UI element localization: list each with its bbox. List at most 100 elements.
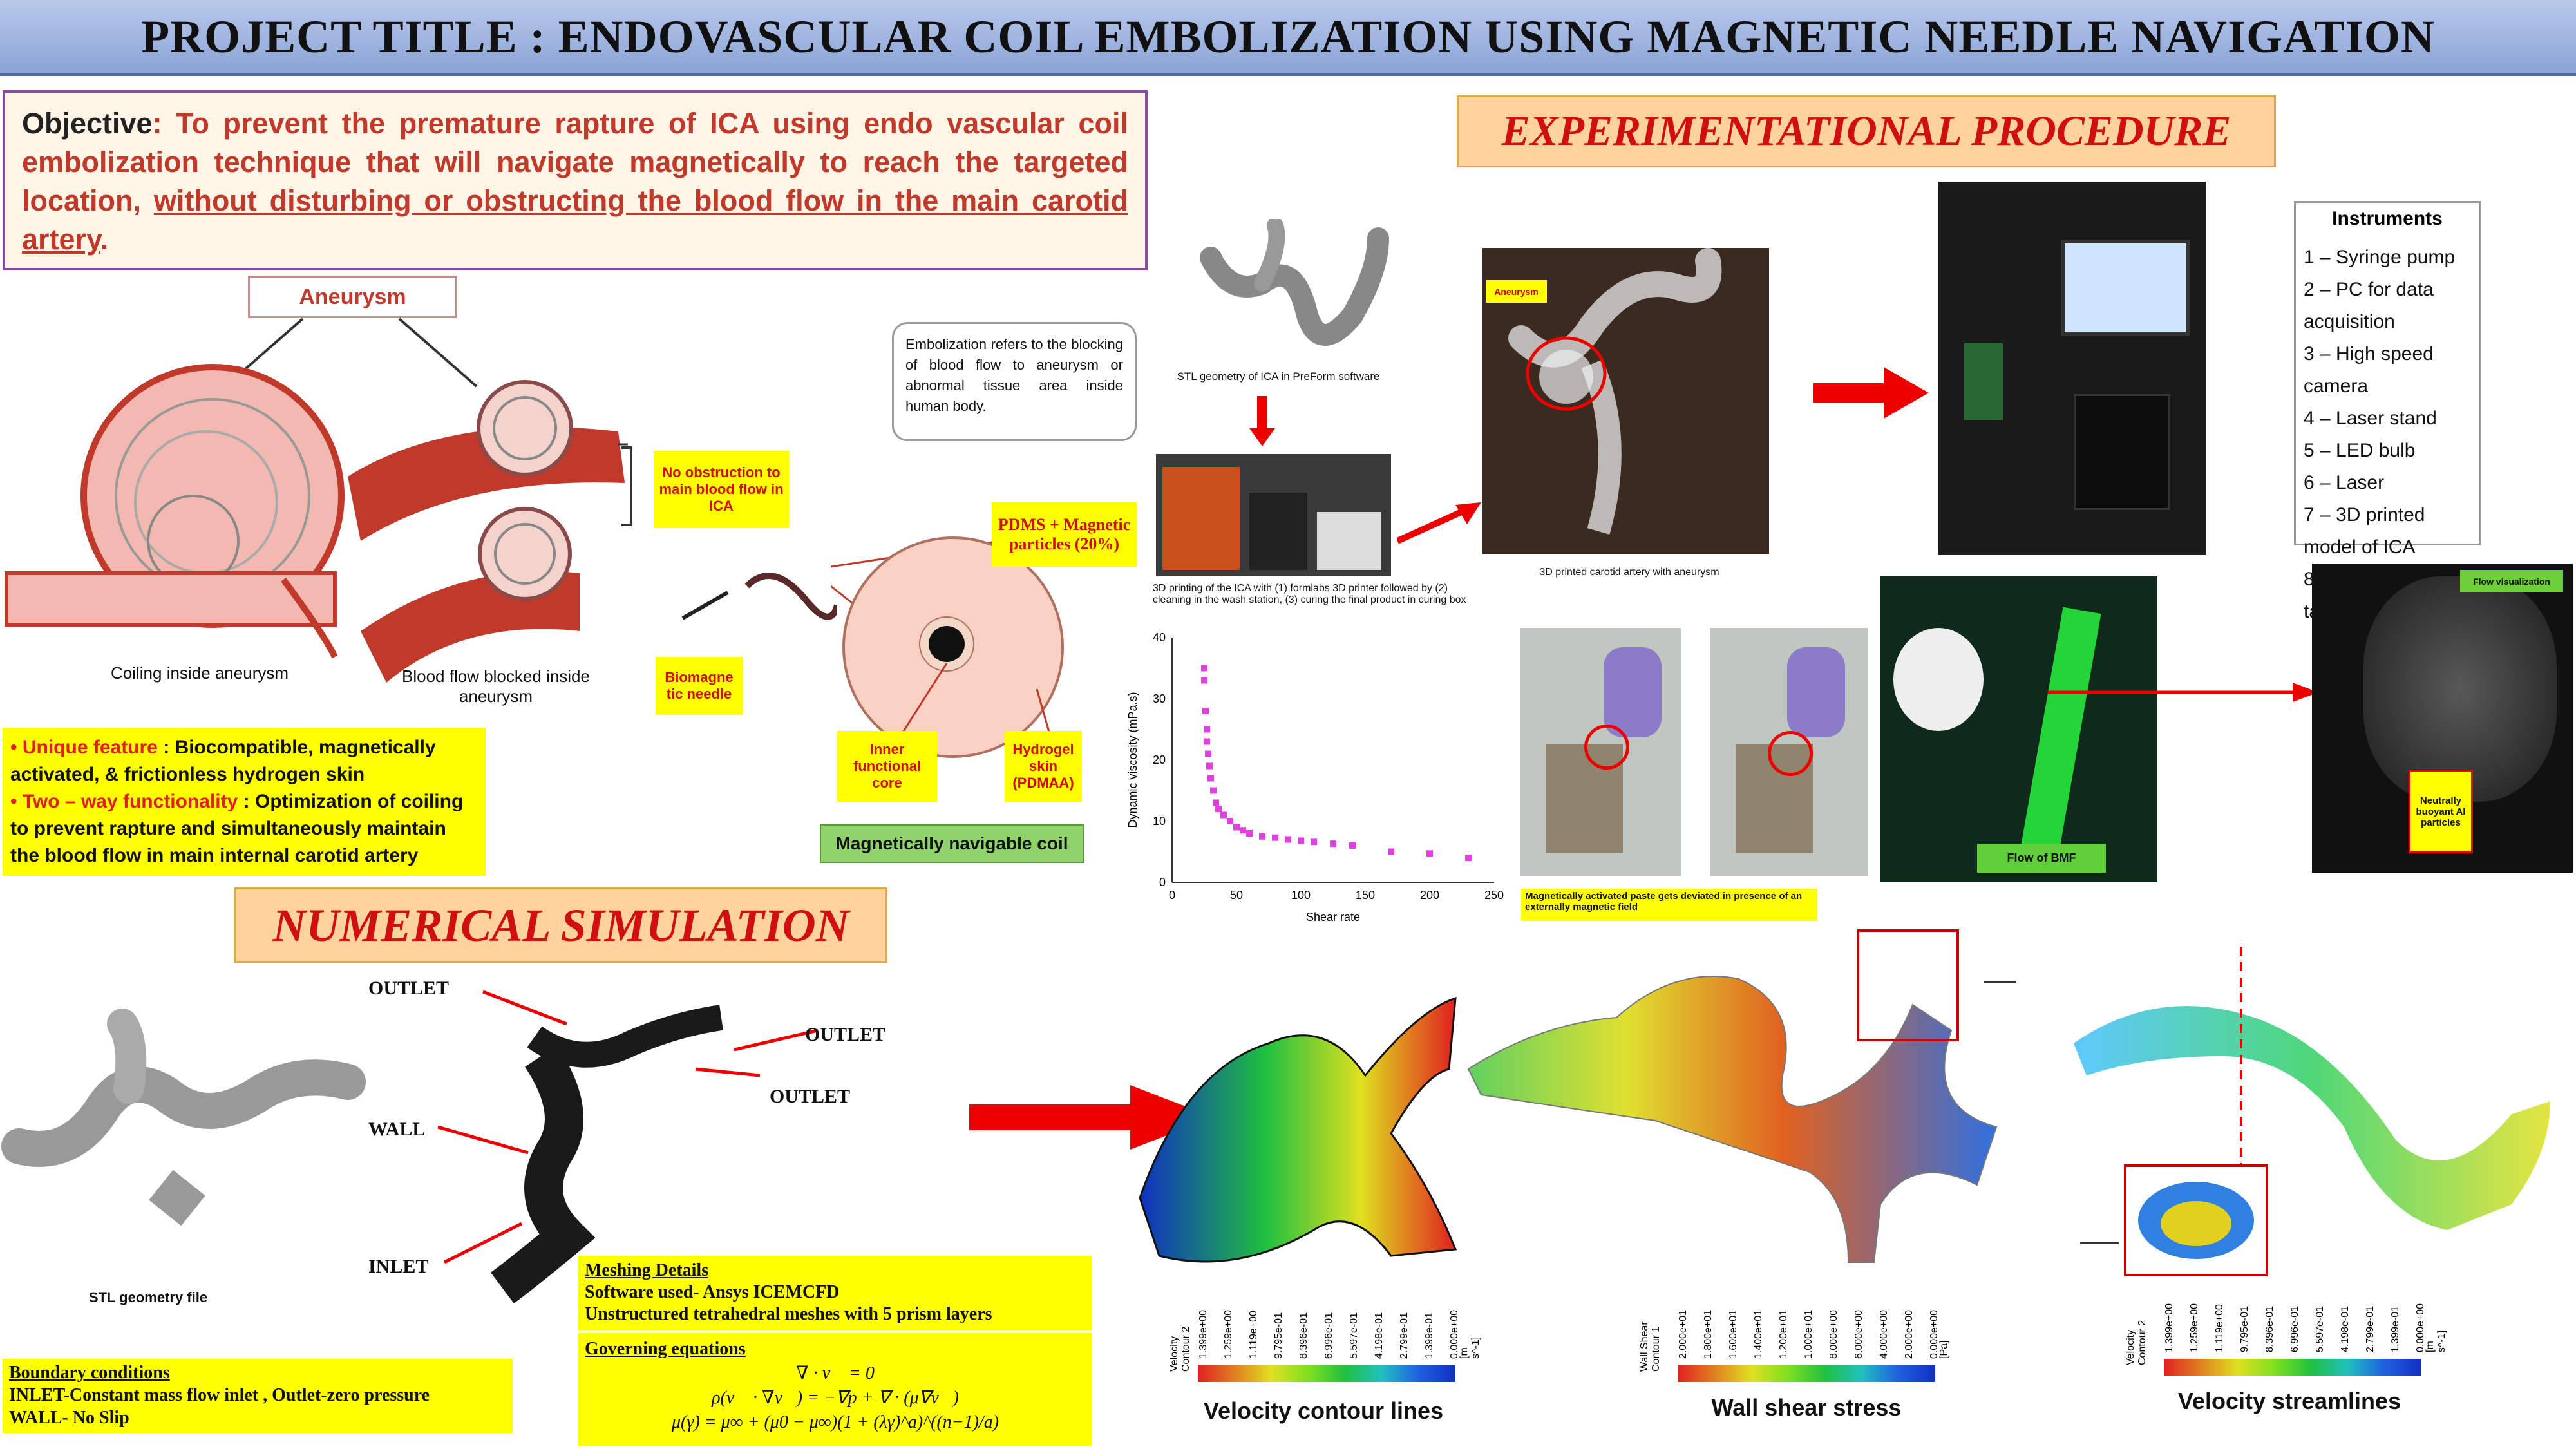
colorbar-tick: 1.800e+01 [1703,1309,1714,1359]
aneurysm-title: Aneurysm [248,276,457,318]
colorbar-tick: 6.996e-01 [1323,1312,1334,1359]
inner-core-label: Inner functional core [837,731,937,802]
colorbar-tick: 1.400e+01 [1753,1309,1764,1359]
flow-visualization-photo: Flow visualization Neutrally buoyant Al … [2312,564,2573,873]
velocity-streamlines-image [2074,947,2550,1276]
data-point [1205,750,1211,757]
colorbar-tick: 4.000e+00 [1879,1309,1889,1359]
x-tick-label: 100 [1291,889,1311,902]
x-tick-label: 250 [1484,889,1504,902]
colorbar-tick: 6.000e+00 [1853,1309,1864,1359]
inlet-label: INLET [368,1256,429,1277]
instrument-item: 2 – PC for data acquisition [2304,279,2434,332]
instrument-item: 3 – High speed camera [2304,343,2434,397]
colorbar-tick: 8.396e-01 [2264,1305,2275,1352]
colorbar-tick: 1.200e+01 [1778,1309,1789,1359]
equation-viscosity: μ(γ̇) = μ∞ + (μ0 − μ∞)(1 + (λγ̇)^a)^((n−… [671,1412,999,1432]
data-point [1204,726,1210,733]
data-point [1259,833,1265,840]
colorbar-tick: 4.198e-01 [1374,1312,1385,1359]
flow-visualization-label: Flow visualization [2460,570,2563,592]
data-point [1206,762,1213,770]
printed-caption: 3D printed carotid artery with aneurysm [1539,567,1719,578]
streamlines-caption: Velocity streamlines [2177,1388,2401,1414]
pdms-label: PDMS + Magnetic particles (20%) [992,502,1137,567]
stl-file-caption: STL geometry file [88,1289,208,1305]
colorbar-tick: 4.198e-01 [2340,1305,2351,1352]
unique-feature-label: • Unique feature [10,737,158,758]
y-axis-label: Dynamic viscosity (mPa.s) [1126,692,1139,828]
velocity-unit: [m s^-1] [1459,1336,1481,1359]
colorbar-tick: 8.000e+00 [1828,1309,1839,1359]
y-tick-label: 20 [1153,753,1166,766]
data-point [1240,827,1246,834]
x-axis-label: Shear rate [1306,911,1360,923]
data-point [1210,787,1217,794]
setup-photo [1938,182,2206,555]
paste-photo-1 [1520,628,1681,876]
colorbar-tick: 5.597e-01 [1349,1312,1359,1359]
colorbar-tick: 1.399e-01 [2390,1305,2401,1352]
colorbar-tick: 1.399e+00 [1198,1309,1209,1359]
objective-box: Objective: To prevent the premature rapt… [3,90,1148,270]
velocity-colorbar: Velocity Contour 2 1.399e+00 1.259e+00 1.1… [1159,1288,1494,1391]
printing-caption: 3D printing of the ICA with (1) formlabs… [1153,583,1466,605]
wall-label: WALL [368,1119,426,1140]
data-point [1227,818,1233,824]
x-tick-label: 0 [1169,889,1175,902]
data-point [1204,738,1210,745]
flow-bmf-label: Flow of BMF [1977,844,2106,873]
wss-colorbar: Wall Shear Contour 1 2.000e+01 1.800e+01 1… [1639,1288,1974,1391]
velocity-tick-labels: 1.399e+00 1.259e+00 1.119e+00 9.795e-01 8.39… [1198,1288,1460,1362]
bmf-flow-photo: Flow of BMF [1880,576,2157,882]
instrument-item: 1 – Syringe pump [2304,247,2456,268]
printed-artery-photo: Aneurysm [1482,248,1769,554]
data-point [1465,855,1472,861]
coil-cross-section [831,533,1064,761]
boundary-box: Boundary conditions INLET-Constant mass … [3,1359,513,1433]
colorbar-tick: 1.119e+00 [2214,1304,2225,1352]
y-tick-label: 40 [1153,631,1166,644]
meshing-box: Meshing Details Software used- Ansys ICE… [578,1256,1092,1330]
wss-colorbar-name: Wall Shear Contour 1 [1639,1321,1662,1372]
y-tick-label: 10 [1153,815,1166,828]
paste-photo-2 [1710,628,1868,876]
streamline-tick-labels: 1.399e+00 1.259e+00 1.119e+00 9.795e-01 8.39… [2164,1282,2426,1356]
down-arrow [1249,396,1275,446]
y-tick-label: 30 [1153,692,1166,705]
data-point [1285,836,1291,843]
outlet-label-1: OUTLET [368,978,450,999]
data-point [1201,677,1208,684]
outlet-label-2: OUTLET [805,1024,886,1045]
data-point [1208,775,1214,782]
boundary-line2: WALL- No Slip [9,1408,129,1428]
governing-title: Governing equations [585,1339,746,1359]
data-point [1246,830,1253,837]
wss-unit: [Pa] [1938,1340,1949,1359]
meshing-line2: Unstructured tetrahedral meshes with 5 p… [585,1304,992,1324]
biomagnetic-needle-label: Biomagne tic needle [656,657,743,715]
embolization-note: Embolization refers to the blocking of b… [892,322,1137,441]
right-arrow-large [1813,367,1929,419]
stl-caption: STL geometry of ICA in PreForm software [1177,370,1380,383]
streamline-colorbar: Velocity Contour 2 1.399e+00 1.259e+00 1.1… [2125,1282,2460,1385]
meshing-line1: Software used- Ansys ICEMCFD [585,1282,840,1302]
wall-shear-caption: Wall shear stress [1711,1394,1902,1421]
data-point [1426,850,1433,857]
data-point [1213,799,1219,806]
instrument-item: 5 – LED bulb [2304,440,2416,461]
colorbar-tick: 9.795e-01 [1273,1312,1284,1359]
data-point [1201,665,1208,672]
velocity-contour-image [1139,996,1457,1263]
colorbar-tick: 2.000e+00 [1904,1309,1915,1359]
colorbar-tick: 8.396e-01 [1298,1312,1309,1359]
colorbar-tick: 6.996e-01 [2289,1305,2300,1352]
x-tick-label: 50 [1230,889,1243,902]
stl-geometry-image [1200,219,1389,346]
coiling-caption: Coiling inside aneurysm [110,663,289,683]
instruments-box: Instruments 1 – Syringe pump 2 – PC for d… [2294,201,2481,622]
aneurysm-diagram [5,317,837,683]
particles-label: Neutrally buoyant Al particles [2409,770,2473,853]
boundary-title: Boundary conditions [9,1363,170,1383]
streamline-unit: [m s^-1] [2425,1330,2447,1352]
